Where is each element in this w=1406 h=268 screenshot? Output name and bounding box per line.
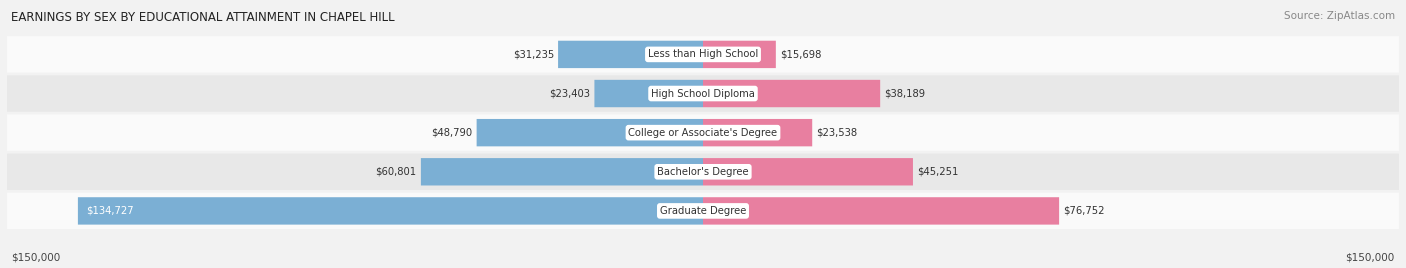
Text: $48,790: $48,790 [432,128,472,138]
Text: $150,000: $150,000 [1346,253,1395,263]
Text: $150,000: $150,000 [11,253,60,263]
Text: $134,727: $134,727 [86,206,134,216]
Text: $45,251: $45,251 [917,167,959,177]
FancyBboxPatch shape [7,193,1399,229]
FancyBboxPatch shape [703,158,912,185]
FancyBboxPatch shape [558,41,703,68]
Text: Less than High School: Less than High School [648,49,758,59]
Text: $23,403: $23,403 [550,88,591,99]
FancyBboxPatch shape [7,36,1399,73]
FancyBboxPatch shape [703,80,880,107]
Text: $23,538: $23,538 [817,128,858,138]
FancyBboxPatch shape [420,158,703,185]
FancyBboxPatch shape [703,119,813,146]
Text: $76,752: $76,752 [1063,206,1105,216]
FancyBboxPatch shape [703,197,1059,225]
FancyBboxPatch shape [7,114,1399,151]
Text: $60,801: $60,801 [375,167,416,177]
FancyBboxPatch shape [7,154,1399,190]
Text: $15,698: $15,698 [780,49,821,59]
Text: Bachelor's Degree: Bachelor's Degree [657,167,749,177]
FancyBboxPatch shape [595,80,703,107]
FancyBboxPatch shape [77,197,703,225]
Text: Graduate Degree: Graduate Degree [659,206,747,216]
Text: College or Associate's Degree: College or Associate's Degree [628,128,778,138]
Text: High School Diploma: High School Diploma [651,88,755,99]
Text: $38,189: $38,189 [884,88,925,99]
FancyBboxPatch shape [7,75,1399,112]
FancyBboxPatch shape [477,119,703,146]
FancyBboxPatch shape [703,41,776,68]
Text: Source: ZipAtlas.com: Source: ZipAtlas.com [1284,11,1395,21]
Text: EARNINGS BY SEX BY EDUCATIONAL ATTAINMENT IN CHAPEL HILL: EARNINGS BY SEX BY EDUCATIONAL ATTAINMEN… [11,11,395,24]
Text: $31,235: $31,235 [513,49,554,59]
